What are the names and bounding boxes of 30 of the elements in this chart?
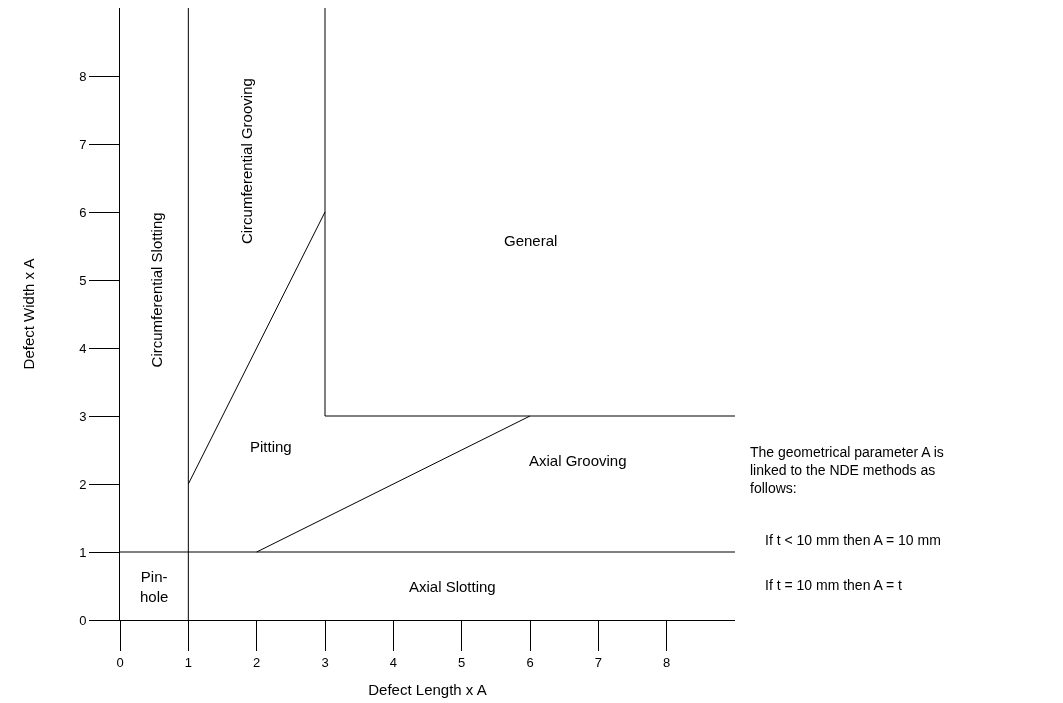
x-tick-label: 8 (663, 654, 671, 670)
x-axis-title: Defect Length x A (368, 680, 487, 698)
x-tick-label: 4 (389, 654, 397, 670)
annotation: Axial Grooving (529, 452, 627, 469)
y-tick-label: 2 (79, 476, 87, 492)
x-tick-label: 7 (594, 654, 602, 670)
annotation: General (504, 232, 558, 249)
y-tick-label: 5 (79, 272, 87, 288)
annotation: Pin- hole (140, 568, 169, 605)
annotation: Circumferential Grooving (238, 78, 256, 245)
y-axis-title: Defect Width x A (20, 258, 38, 370)
y-tick-label: 7 (79, 136, 87, 152)
text: The geometrical parameter A is linked to the NDE methods as follows: (750, 444, 944, 497)
text: If t < 10 mm then A = 10 mm (765, 532, 941, 548)
x-tick-label: 5 (458, 654, 466, 670)
y-tick-label: 0 (79, 612, 87, 628)
y-tick-label: 6 (79, 204, 87, 220)
x-tick-label: 1 (184, 654, 192, 670)
x-tick-label: 6 (526, 654, 534, 670)
y-tick-label: 1 (79, 544, 87, 560)
annotation: Axial Slotting (409, 578, 496, 595)
x-tick-label: 0 (116, 654, 124, 670)
y-tick-label: 4 (79, 340, 87, 356)
annotation: Pitting (250, 438, 292, 455)
x-tick-label: 2 (253, 654, 261, 670)
text: If t = 10 mm then A = t (765, 577, 903, 593)
y-tick-label: 3 (79, 408, 87, 424)
annotation: Circumferential Slotting (148, 212, 166, 368)
y-tick-label: 8 (79, 68, 87, 84)
x-tick-label: 3 (321, 654, 329, 670)
